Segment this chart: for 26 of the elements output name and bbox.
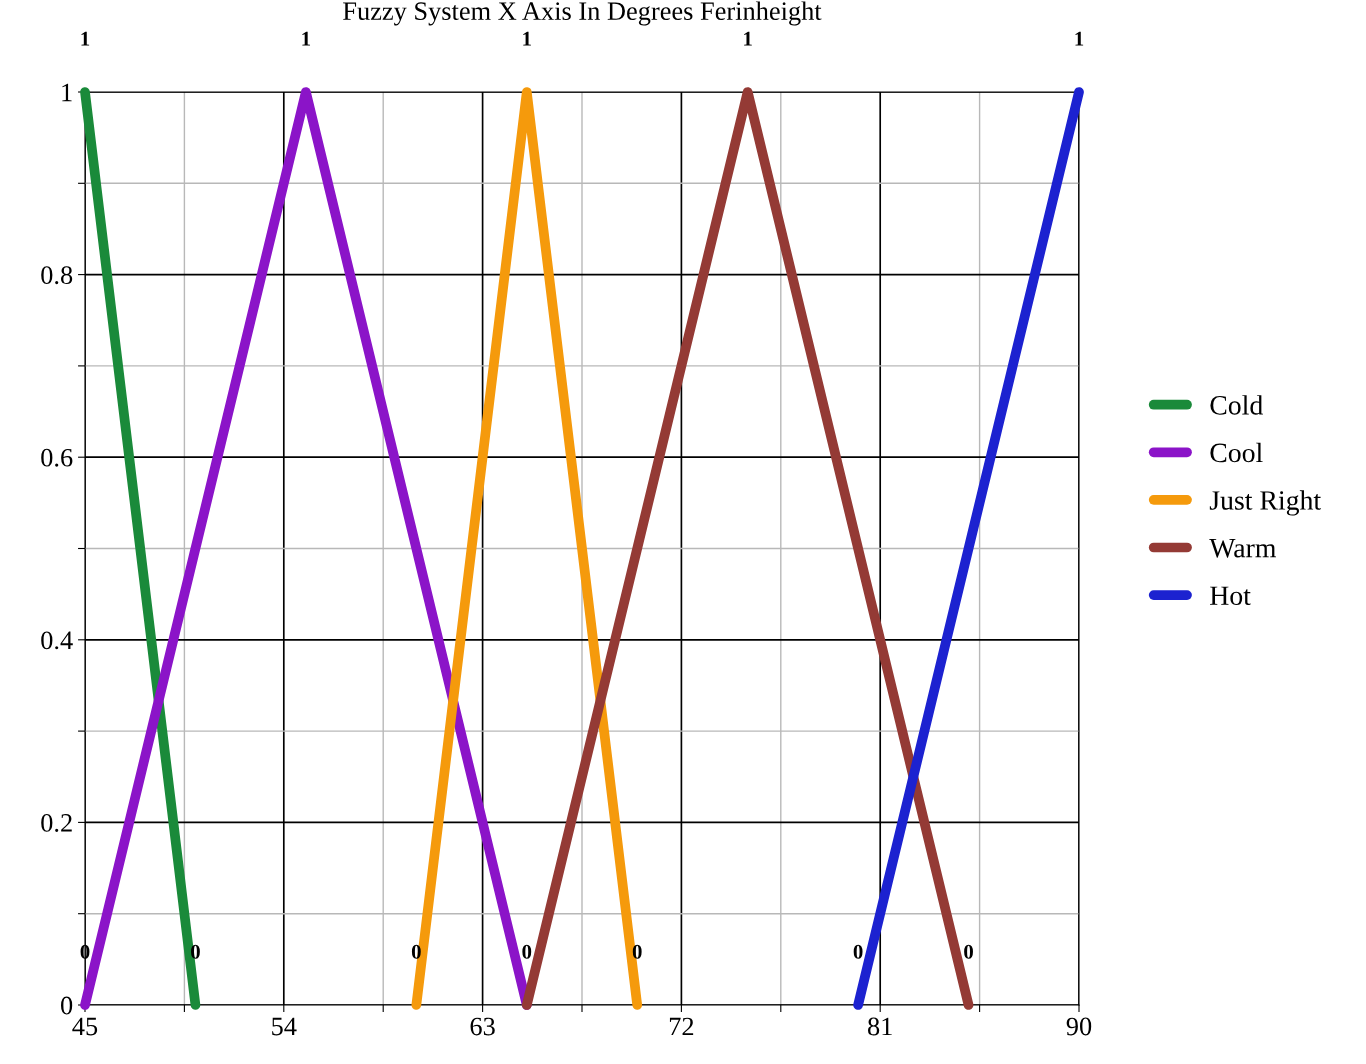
x-tick-label: 63 [470,1017,495,1036]
data-label: 0 [853,944,863,959]
x-tick-label: 72 [669,1017,694,1036]
data-label: 1 [744,31,752,46]
x-tick-label: 81 [868,1017,892,1036]
data-label: 0 [964,944,973,959]
x-tick-label: 54 [272,1017,297,1036]
x-tick-label: 45 [72,1017,98,1036]
legend-label: Just Right [1209,490,1322,516]
chart-title: Fuzzy System X Axis In Degrees Ferinheight [343,1,822,26]
y-tick-label: 0.2 [41,814,72,832]
y-tick-label: 0.8 [41,266,73,285]
y-tick-label: 0 [61,996,73,1015]
y-tick-label: 0.4 [41,631,73,650]
x-tick-label: 90 [1066,1017,1092,1036]
data-label: 0 [522,944,532,959]
data-label: 1 [1075,31,1084,46]
data-label: 1 [523,31,531,46]
legend-label: Warm [1209,539,1276,558]
data-label: 1 [302,31,311,46]
data-label: 1 [81,31,90,46]
y-tick-label: 1 [62,83,72,102]
y-tick-label: 0.6 [41,448,73,467]
legend-label: Hot [1210,586,1251,606]
legend-label: Cool [1210,442,1263,463]
legend-label: Cold [1210,395,1263,415]
